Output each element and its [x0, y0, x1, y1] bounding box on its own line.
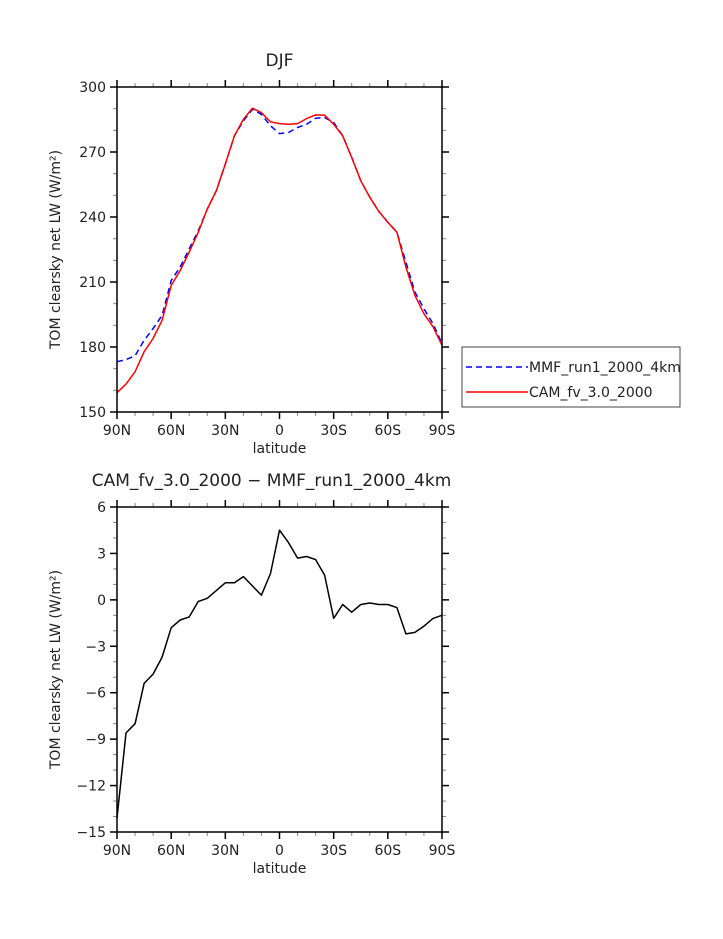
legend-label-cam: CAM_fv_3.0_2000 [529, 385, 653, 401]
top-panel-djf: DJF 90N 60N 30N 0 30S 60S 90S 150 180 210 240 270 300… [48, 51, 455, 457]
x-tick-label: 0 [275, 423, 284, 439]
y-tick-label: 240 [79, 210, 106, 226]
x-axis-label: latitude [253, 441, 307, 457]
y-tick-label: −9 [85, 732, 106, 748]
series-line-mmf-run1-2000-4km [116, 108, 443, 363]
plot-frame [116, 86, 443, 413]
x-tick-label: 30N [211, 843, 239, 859]
plot-frame [116, 506, 443, 833]
x-tick-label: 90S [429, 843, 456, 859]
x-tick-label: 60N [157, 423, 185, 439]
y-tick-label: 270 [79, 145, 106, 161]
x-axis-label: latitude [253, 861, 307, 877]
x-tick-label: 30S [320, 843, 347, 859]
series-line-difference [116, 529, 443, 819]
y-tick-label: 180 [79, 340, 106, 356]
y-tick-label: 0 [97, 593, 106, 609]
x-tick-label: 60S [374, 423, 401, 439]
y-tick-label: −6 [85, 686, 106, 702]
y-tick-label: −3 [85, 639, 106, 655]
x-tick-label: 60S [374, 843, 401, 859]
x-tick-label: 90S [429, 423, 456, 439]
chart-title: CAM_fv_3.0_2000 − MMF_run1_2000_4km [92, 471, 452, 491]
y-axis-label: TOM clearsky net LW (W/m²) [48, 150, 64, 350]
x-tick-label: 60N [157, 843, 185, 859]
x-tick-label: 0 [275, 843, 284, 859]
x-tick-label: 30N [211, 423, 239, 439]
x-tick-label: 30S [320, 423, 347, 439]
y-axis-label: TOM clearsky net LW (W/m²) [48, 570, 64, 770]
x-tick-label: 90N [103, 423, 131, 439]
y-tick-label: 6 [97, 500, 106, 516]
legend: MMF_run1_2000_4km CAM_fv_3.0_2000 [461, 346, 681, 408]
y-tick-label: −12 [76, 779, 106, 795]
x-tick-label: 90N [103, 843, 131, 859]
legend-box [461, 346, 681, 408]
y-tick-label: 3 [97, 546, 106, 562]
y-tick-label: 210 [79, 275, 106, 291]
y-tick-label: 300 [79, 80, 106, 96]
legend-label-mmf: MMF_run1_2000_4km [529, 360, 681, 376]
y-tick-label: 150 [79, 405, 106, 421]
series-line-cam-fv-3-0-2000 [116, 107, 443, 394]
y-tick-label: −15 [76, 825, 106, 841]
chart-title: DJF [266, 51, 294, 71]
